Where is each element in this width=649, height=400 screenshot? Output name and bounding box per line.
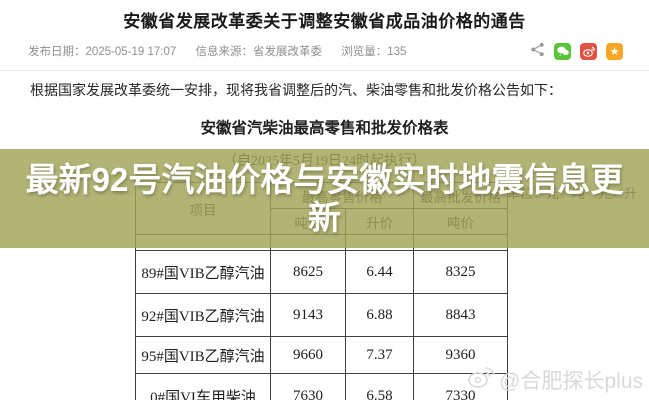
wechat-icon[interactable] <box>554 42 571 60</box>
price-cell: 7.37 <box>345 336 414 374</box>
price-cell: 6.88 <box>345 293 414 337</box>
headline-text: 最新92号汽油价格与安徽实时地震信息更新 <box>25 160 624 236</box>
price-cell: 9660 <box>270 336 346 374</box>
article-meta: 发布日期：2025-05-19 17:07 信息来源：省发展改革委 浏览量：13… <box>28 42 623 61</box>
fuel-name: 95#国VIB乙醇汽油 <box>135 336 271 374</box>
weibo-icon[interactable] <box>580 42 597 60</box>
table-row: 89#国VIB乙醇汽油 8625 6.44 8325 <box>135 250 508 294</box>
price-cell: 8625 <box>270 250 346 294</box>
fuel-name: 92#国VIB乙醇汽油 <box>135 293 271 337</box>
watermark-text: @合肥探长plus <box>499 370 643 393</box>
share-bar: ★ <box>530 42 623 60</box>
favorite-star-icon[interactable]: ★ <box>606 42 623 60</box>
price-cell: 8843 <box>413 293 508 337</box>
weibo-watermark-icon <box>467 364 495 396</box>
headline-overlay-banner: 最新92号汽油价格与安徽实时地震信息更新 <box>0 149 649 248</box>
price-cell: 6.44 <box>345 250 414 294</box>
fuel-name: 0#国VI车用柴油 <box>135 373 271 400</box>
table-row: 95#国VIB乙醇汽油 9660 7.37 9360 <box>135 336 508 374</box>
price-table-title: 安徽省汽柴油最高零售和批发价格表 <box>200 120 449 137</box>
header-divider <box>0 70 649 71</box>
watermark: @合肥探长plus <box>467 364 643 396</box>
info-source: 信息来源：省发展改革委 <box>195 46 323 58</box>
page-title: 安徽省发展改革委关于调整安徽省成品油价格的通告 <box>123 12 526 31</box>
notice-paragraph: 根据国家发展改革委统一安排，现将我省调整后的汽、柴油零售和批发价格公告如下： <box>30 84 562 99</box>
price-cell: 7330 <box>413 373 508 400</box>
price-cell: 8325 <box>413 250 508 294</box>
table-row: 92#国VIB乙醇汽油 9143 6.88 8843 <box>135 293 508 337</box>
price-cell: 6.58 <box>345 373 414 400</box>
fuel-name: 89#国VIB乙醇汽油 <box>135 250 271 294</box>
share-icon[interactable] <box>530 42 545 60</box>
table-row: 0#国VI车用柴油 7630 6.58 7330 <box>135 373 508 400</box>
price-cell: 9143 <box>270 293 346 337</box>
view-count: 浏览量：135 <box>341 46 407 58</box>
price-cell: 9360 <box>413 336 508 374</box>
price-cell: 7630 <box>270 373 346 400</box>
publish-date: 发布日期：2025-05-19 17:07 <box>28 46 177 58</box>
